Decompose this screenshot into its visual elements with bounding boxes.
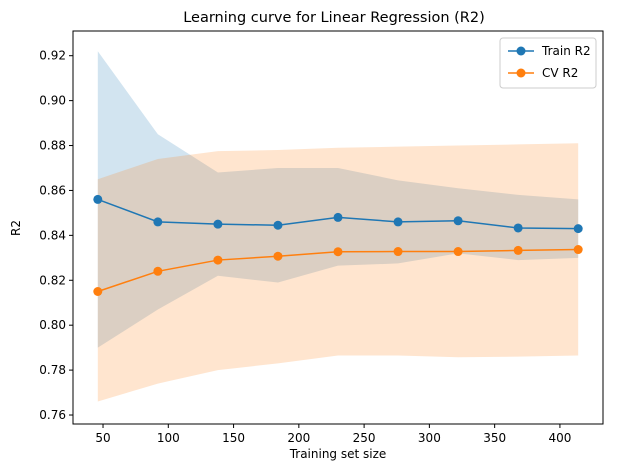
x-tick-label: 400 (548, 431, 571, 445)
point-series-0-0 (93, 194, 103, 204)
x-axis-label: Training set size (289, 447, 387, 461)
x-tick-label: 50 (95, 431, 110, 445)
point-series-0-7 (513, 223, 523, 233)
point-series-1-2 (213, 255, 223, 265)
y-tick-label: 0.92 (39, 49, 66, 63)
y-tick-label: 0.88 (39, 139, 66, 153)
legend-swatch-marker (516, 68, 526, 78)
y-tick-label: 0.86 (39, 183, 66, 197)
point-series-1-0 (93, 287, 103, 297)
point-series-1-7 (513, 245, 523, 255)
x-tick-label: 300 (418, 431, 441, 445)
band-series-1 (97, 143, 579, 402)
confidence-bands (97, 51, 579, 402)
x-tick-label: 100 (157, 431, 180, 445)
y-tick-label: 0.80 (39, 318, 66, 332)
point-series-0-3 (273, 220, 283, 230)
point-series-0-2 (213, 219, 223, 229)
band-series-0 (97, 51, 579, 348)
y-axis-label: R2 (9, 220, 23, 236)
y-axis-ticks: 0.76 0.78 0.80 0.82 0.84 0.86 0.88 0.90 0.92 (39, 49, 73, 422)
point-series-1-4 (333, 247, 343, 257)
point-series-1-1 (153, 266, 163, 276)
legend-label: Train R2 (541, 44, 591, 58)
y-tick-label: 0.78 (39, 363, 66, 377)
point-series-1-8 (573, 245, 583, 255)
point-series-0-4 (333, 212, 343, 222)
y-tick-label: 0.76 (39, 408, 66, 422)
legend-swatch-marker (516, 46, 526, 56)
point-series-1-5 (393, 247, 403, 257)
y-tick-label: 0.90 (39, 94, 66, 108)
legend: Train R2 CV R2 (499, 37, 597, 89)
chart-title: Learning curve for Linear Regression (R2… (183, 10, 485, 26)
y-tick-label: 0.82 (39, 273, 66, 287)
point-series-0-6 (453, 216, 463, 226)
x-tick-label: 350 (483, 431, 506, 445)
y-tick-label: 0.84 (39, 228, 66, 242)
point-series-1-3 (273, 251, 283, 261)
point-series-1-6 (453, 247, 463, 257)
point-series-0-1 (153, 217, 163, 227)
series-points (93, 194, 583, 297)
plot-frame (72, 30, 604, 425)
x-tick-label: 200 (287, 431, 310, 445)
point-series-0-5 (393, 217, 403, 227)
x-axis-ticks: 50 100 150 200 250 300 350 400 (95, 424, 571, 445)
point-series-0-8 (573, 224, 583, 234)
x-tick-label: 150 (222, 431, 245, 445)
legend-label: CV R2 (542, 66, 578, 80)
x-tick-label: 250 (353, 431, 376, 445)
